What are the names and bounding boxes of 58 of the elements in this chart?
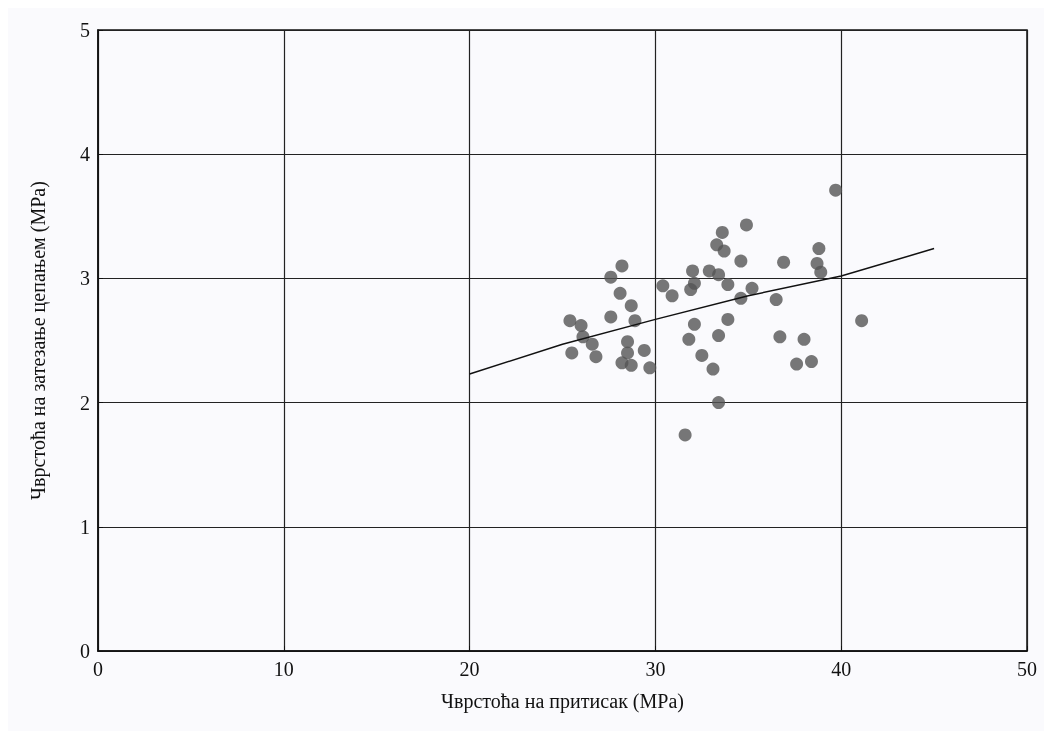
y-tick-label: 2 bbox=[80, 391, 90, 414]
point bbox=[712, 329, 726, 343]
x-axis-title: Чврстоћа на притисак (MPa) bbox=[441, 690, 684, 713]
y-axis-title: Чврстоћа на затезање цепањем (MPa) bbox=[27, 181, 50, 500]
point bbox=[706, 362, 720, 376]
point bbox=[687, 317, 701, 331]
point bbox=[712, 268, 726, 282]
x-tick-label: 30 bbox=[645, 658, 666, 680]
point bbox=[695, 348, 709, 362]
point bbox=[613, 286, 627, 300]
point bbox=[739, 218, 753, 232]
point bbox=[734, 254, 748, 268]
x-tick-label: 50 bbox=[1017, 658, 1037, 680]
x-tick-label: 10 bbox=[273, 658, 294, 680]
point bbox=[686, 264, 700, 278]
point bbox=[721, 312, 735, 326]
point bbox=[565, 346, 579, 360]
point bbox=[790, 357, 804, 371]
point bbox=[563, 314, 577, 328]
x-tick-label: 40 bbox=[831, 658, 852, 680]
point bbox=[678, 428, 692, 442]
point bbox=[585, 337, 599, 351]
point bbox=[604, 270, 618, 284]
point bbox=[814, 265, 828, 279]
point bbox=[621, 335, 635, 349]
point bbox=[637, 343, 651, 357]
y-tick-label: 1 bbox=[80, 515, 90, 538]
point bbox=[574, 319, 588, 333]
point bbox=[682, 332, 696, 346]
y-tick-label: 3 bbox=[80, 267, 90, 290]
point bbox=[812, 242, 826, 256]
point bbox=[715, 225, 729, 239]
point bbox=[684, 283, 698, 297]
point bbox=[621, 346, 635, 360]
point bbox=[773, 330, 787, 344]
point bbox=[804, 355, 818, 369]
point bbox=[656, 279, 670, 293]
point bbox=[777, 255, 791, 269]
point bbox=[745, 281, 759, 295]
point bbox=[643, 361, 657, 375]
point bbox=[769, 293, 783, 307]
y-tick-label: 5 bbox=[80, 19, 90, 41]
line-series bbox=[468, 247, 935, 375]
y-tick-label: 4 bbox=[80, 143, 90, 166]
point bbox=[712, 396, 726, 410]
point bbox=[829, 183, 843, 197]
point bbox=[604, 310, 618, 324]
point bbox=[615, 259, 629, 273]
point bbox=[589, 350, 603, 364]
point bbox=[721, 278, 735, 292]
y-tick-label: 0 bbox=[80, 640, 90, 662]
x-tick-label: 20 bbox=[459, 658, 480, 680]
point bbox=[855, 314, 869, 328]
point bbox=[797, 332, 811, 346]
point bbox=[624, 299, 638, 313]
point bbox=[665, 289, 679, 303]
point bbox=[717, 244, 731, 258]
point bbox=[624, 358, 638, 372]
